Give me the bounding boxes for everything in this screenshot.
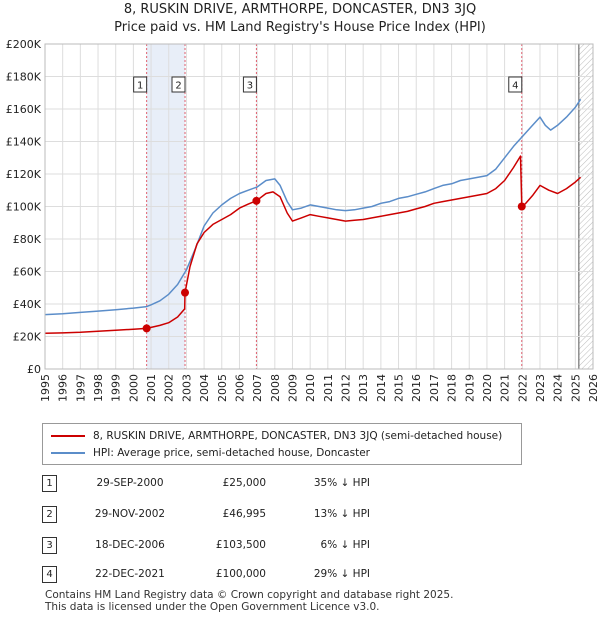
footer-copyright: Contains HM Land Registry data © Crown c…	[45, 589, 454, 601]
x-tick-label: 2004	[198, 374, 211, 402]
sale-point	[181, 288, 190, 297]
x-tick-label: 2006	[233, 374, 246, 402]
legend-item-property: 8, RUSKIN DRIVE, ARMTHORPE, DONCASTER, D…	[51, 428, 502, 444]
sale-point	[142, 324, 151, 333]
chart-title-line1: 8, RUSKIN DRIVE, ARMTHORPE, DONCASTER, D…	[123, 2, 477, 17]
x-tick-label: 2014	[375, 374, 388, 402]
sale-point	[252, 196, 261, 205]
x-tick-label: 2024	[552, 374, 565, 402]
x-tick-label: 2020	[481, 374, 494, 402]
x-tick-label: 2011	[322, 374, 335, 402]
legend-label-property: 8, RUSKIN DRIVE, ARMTHORPE, DONCASTER, D…	[93, 430, 503, 442]
x-tick-label: 2007	[251, 374, 264, 402]
x-tick-label: 2013	[357, 374, 370, 402]
chart-title-line2: Price paid vs. HM Land Registry's House …	[114, 20, 486, 35]
transaction-date: 29-SEP-2000	[96, 477, 164, 489]
price-chart: 1 2 3 4 £0 £20K £40K £60K £80K £100K £120K £140K £1…	[6, 38, 600, 402]
transaction-date: 18-DEC-2006	[95, 539, 165, 551]
plot-frame	[44, 43, 594, 370]
sale-marker-number: 2	[175, 81, 181, 92]
transaction-price: £100,000	[215, 568, 266, 580]
transaction-number-badge: 1	[42, 475, 57, 492]
sale-marker-badge	[242, 76, 257, 93]
x-tick-label: 2002	[163, 374, 176, 402]
x-tick-label: 1999	[110, 374, 123, 402]
x-tick-label: 2009	[286, 374, 299, 402]
y-tick-label: £180K	[6, 71, 42, 84]
sale-marker-number: 1	[137, 81, 143, 92]
x-tick-label: 1995	[39, 374, 52, 402]
x-tick-label: 2005	[216, 374, 229, 402]
y-tick-label: £100K	[6, 201, 42, 214]
x-tick-label: 2023	[534, 374, 547, 402]
transaction-row: 3 18-DEC-2006 £103,500 6% ↓ HPI	[0, 537, 600, 557]
x-tick-label: 1996	[57, 374, 70, 402]
transaction-row: 1 29-SEP-2000 £25,000 35% ↓ HPI	[0, 475, 600, 495]
footer-licence: This data is licensed under the Open Gov…	[45, 601, 380, 613]
sale-marker-badge	[133, 76, 148, 93]
legend-item-hpi: HPI: Average price, semi-detached house,…	[51, 445, 370, 461]
legend-swatch-property	[51, 435, 85, 437]
y-tick-label: £0	[27, 363, 41, 376]
transaction-hpi-delta: 29% ↓ HPI	[313, 568, 370, 580]
y-tick-label: £120K	[6, 168, 42, 181]
x-tick-label: 2001	[145, 374, 158, 402]
y-tick-label: £200K	[6, 38, 42, 51]
x-tick-label: 2010	[304, 374, 317, 402]
sale-marker-badge	[171, 76, 186, 93]
x-tick-label: 2012	[340, 374, 353, 402]
transaction-date: 29-NOV-2002	[94, 508, 166, 520]
x-tick-label: 2003	[180, 374, 193, 402]
transaction-hpi-delta: 6% ↓ HPI	[320, 539, 370, 551]
y-tick-label: £160K	[6, 103, 42, 116]
hpi-line	[44, 98, 582, 316]
legend-label-hpi: HPI: Average price, semi-detached house,…	[93, 447, 370, 459]
x-tick-label: 1998	[92, 374, 105, 402]
y-tick-label: £140K	[6, 136, 42, 149]
sale-marker-number: 4	[512, 81, 518, 92]
x-tick-label: 2015	[393, 374, 406, 402]
y-tick-label: £60K	[13, 266, 42, 279]
transaction-row: 2 29-NOV-2002 £46,995 13% ↓ HPI	[0, 506, 600, 526]
x-tick-label: 1997	[74, 374, 87, 402]
y-tick-label: £20K	[13, 331, 42, 344]
x-tick-label: 2008	[269, 374, 282, 402]
legend: 8, RUSKIN DRIVE, ARMTHORPE, DONCASTER, D…	[42, 423, 522, 465]
transaction-hpi-delta: 13% ↓ HPI	[313, 508, 370, 520]
transaction-number-badge: 2	[42, 506, 57, 523]
x-tick-label: 2017	[428, 374, 441, 402]
transaction-price: £103,500	[215, 539, 266, 551]
x-tick-label: 2022	[516, 374, 529, 402]
transaction-hpi-delta: 35% ↓ HPI	[313, 477, 370, 489]
x-tick-label: 2018	[446, 374, 459, 402]
legend-swatch-hpi	[51, 452, 85, 454]
transaction-number-badge: 3	[42, 537, 57, 554]
footer: Contains HM Land Registry data © Crown c…	[45, 589, 453, 613]
y-tick-label: £80K	[13, 233, 42, 246]
x-tick-label: 2019	[463, 374, 476, 402]
transaction-row: 4 22-DEC-2021 £100,000 29% ↓ HPI	[0, 566, 600, 586]
sale-point	[517, 202, 526, 211]
x-tick-label: 2000	[127, 374, 140, 402]
property-price-line	[44, 155, 582, 335]
x-tick-label: 2025	[569, 374, 582, 402]
sale-marker-number: 3	[247, 81, 253, 92]
transaction-number-badge: 4	[42, 566, 57, 583]
y-tick-label: £40K	[13, 298, 42, 311]
transaction-price: £46,995	[222, 508, 266, 520]
x-tick-label: 2021	[499, 374, 512, 402]
transaction-price: £25,000	[222, 477, 266, 489]
sale-marker-badge	[508, 76, 523, 93]
x-tick-label: 2026	[587, 374, 600, 402]
transaction-date: 22-DEC-2021	[95, 568, 165, 580]
x-tick-label: 2016	[410, 374, 423, 402]
